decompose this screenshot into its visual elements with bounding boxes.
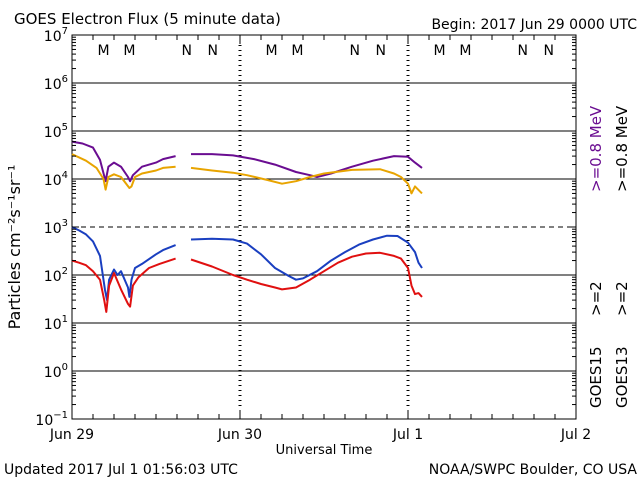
begin-label: Begin: 2017 Jun 29 0000 UTC [431, 17, 637, 33]
legend-blue-label: >=2 [587, 281, 605, 316]
y-tick-base: 10 [35, 413, 53, 429]
x-axis: Jun 29 Jun 30 Jul 1 Jul 2 [49, 35, 591, 443]
series-line [190, 166, 423, 195]
legend-goes13-sat: GOES13 [613, 346, 631, 408]
y-tick-base: 10 [44, 317, 62, 333]
legend-red-label: >=2 [613, 281, 631, 316]
x-tick-label: Jun 30 [217, 427, 262, 443]
series-line [71, 153, 176, 191]
y-tick-label: 103 [44, 218, 68, 237]
x-tick-label: Jul 2 [560, 427, 591, 443]
y-tick-label: 102 [44, 266, 68, 285]
y-tick-label: 100 [44, 362, 68, 381]
x-tick-label: Jul 1 [392, 427, 423, 443]
y-tick-exponent: 6 [62, 74, 68, 85]
legend-orange-label: >=0.8 MeV [613, 105, 631, 192]
y-tick-base: 10 [44, 365, 62, 381]
legend-col-goes13: >=0.8 MeV >=2 GOES13 [613, 105, 631, 408]
orbit-marker: N [375, 43, 385, 59]
series-line [71, 257, 176, 313]
y-tick-label: 101 [44, 314, 68, 333]
y-tick-label: 105 [44, 122, 68, 141]
chart-title: GOES Electron Flux (5 minute data) [14, 10, 281, 28]
x-axis-label: Universal Time [276, 443, 373, 458]
orbit-marker: N [350, 43, 360, 59]
orbit-marker: M [265, 43, 277, 59]
y-tick-base: 10 [44, 29, 62, 45]
orbit-marker: M [459, 43, 471, 59]
orbit-marker: M [291, 43, 303, 59]
y-tick-base: 10 [44, 173, 62, 189]
series-line [191, 153, 423, 178]
y-tick-exponent: 7 [62, 26, 68, 37]
series-line [190, 234, 423, 281]
legend-col-goes15: >=0.8 MeV >=2 GOES15 [587, 105, 605, 408]
source-credit: NOAA/SWPC Boulder, CO USA [429, 462, 638, 478]
orbit-marker: N [207, 43, 217, 59]
y-tick-label: 107 [44, 26, 68, 45]
y-tick-exponent: −1 [53, 410, 68, 421]
orbit-marker: N [543, 43, 553, 59]
y-tick-exponent: 4 [62, 170, 68, 181]
orbit-marker: M [123, 43, 135, 59]
x-tick-label: Jun 29 [49, 427, 94, 443]
series-line [71, 140, 176, 183]
y-tick-label: 10−1 [35, 410, 68, 429]
orbit-marker: M [97, 43, 109, 59]
orbit-marker: N [518, 43, 528, 59]
y-tick-exponent: 5 [62, 122, 68, 133]
orbit-marker: N [182, 43, 192, 59]
updated-timestamp: Updated 2017 Jul 1 01:56:03 UTC [4, 462, 238, 478]
y-tick-label: 104 [44, 170, 68, 189]
legend-purple-label: >=0.8 MeV [587, 105, 605, 192]
y-tick-base: 10 [44, 221, 62, 237]
y-axis-label: Particles cm⁻²s⁻¹sr⁻¹ [5, 165, 24, 330]
day-markers [238, 45, 410, 409]
legend-goes15-sat: GOES15 [587, 346, 605, 408]
y-tick-base: 10 [44, 125, 62, 141]
y-tick-label: 106 [44, 74, 68, 93]
series-line [190, 251, 423, 298]
series-line [71, 226, 176, 302]
gridlines [72, 82, 576, 372]
y-tick-exponent: 2 [62, 266, 68, 277]
legend: >=0.8 MeV >=2 GOES15 >=0.8 MeV >=2 GOES1… [587, 105, 631, 408]
series-layer [71, 140, 423, 313]
y-tick-base: 10 [44, 269, 62, 285]
orbit-marker: M [433, 43, 445, 59]
y-tick-exponent: 3 [62, 218, 68, 229]
y-tick-base: 10 [44, 77, 62, 93]
legend-goes15-energy: >=0.8 MeV [587, 105, 605, 192]
y-tick-exponent: 1 [62, 314, 68, 325]
y-tick-exponent: 0 [62, 362, 68, 373]
